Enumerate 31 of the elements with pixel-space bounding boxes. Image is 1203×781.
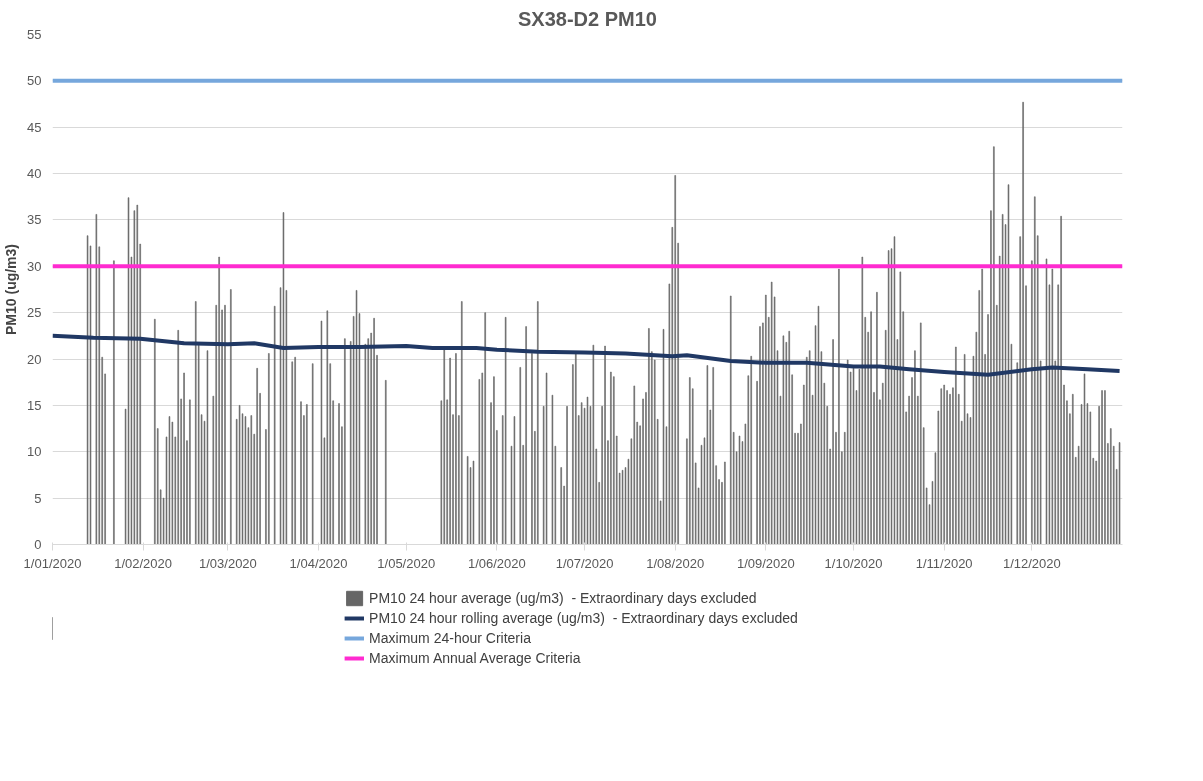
x-tick-label: 1/09/2020 [736, 555, 795, 571]
y-tick-label: 10 [27, 444, 42, 460]
y-tick-label: 5 [34, 490, 42, 506]
legend-label: PM10 24 hour rolling average (ug/m3) - Extraordinary days excluded [369, 609, 798, 627]
x-tick-label: 1/08/2020 [646, 555, 705, 571]
y-tick-label: 45 [27, 119, 42, 135]
y-axis-title: PM10 (ug/m3) [3, 243, 20, 336]
legend-label: Maximum 24-hour Criteria [369, 629, 531, 647]
x-tick-label: 1/03/2020 [198, 555, 257, 571]
legend-label: Maximum Annual Average Criteria [369, 649, 581, 667]
x-tick-label: 1/06/2020 [467, 555, 526, 571]
legend-label: PM10 24 hour average (ug/m3) - Extraordinary days excluded [369, 589, 757, 607]
x-tick-label: 1/10/2020 [824, 555, 883, 571]
y-tick-label: 0 [34, 537, 42, 552]
y-tick-label: 30 [27, 258, 42, 274]
x-tick-label: 1/01/2020 [23, 555, 82, 571]
x-tick-label: 1/07/2020 [555, 555, 614, 571]
x-tick-label: 1/12/2020 [1002, 555, 1061, 571]
y-tick-label: 15 [27, 397, 42, 413]
x-tick-label: 1/11/2020 [915, 555, 973, 571]
x-tick-label: 1/04/2020 [289, 555, 348, 571]
y-tick-label: 35 [27, 212, 42, 228]
y-tick-label: 25 [27, 305, 42, 321]
x-tick-label: 1/02/2020 [114, 555, 173, 571]
y-tick-label: 20 [27, 351, 42, 367]
line-series [52, 333, 1122, 377]
y-tick-label: 40 [27, 166, 42, 182]
y-tick-label: 50 [27, 73, 42, 89]
x-tick-label: 1/05/2020 [377, 555, 436, 571]
y-tick-label: 55 [27, 27, 42, 42]
chart-title: SX38-D2 PM10 [518, 7, 657, 30]
